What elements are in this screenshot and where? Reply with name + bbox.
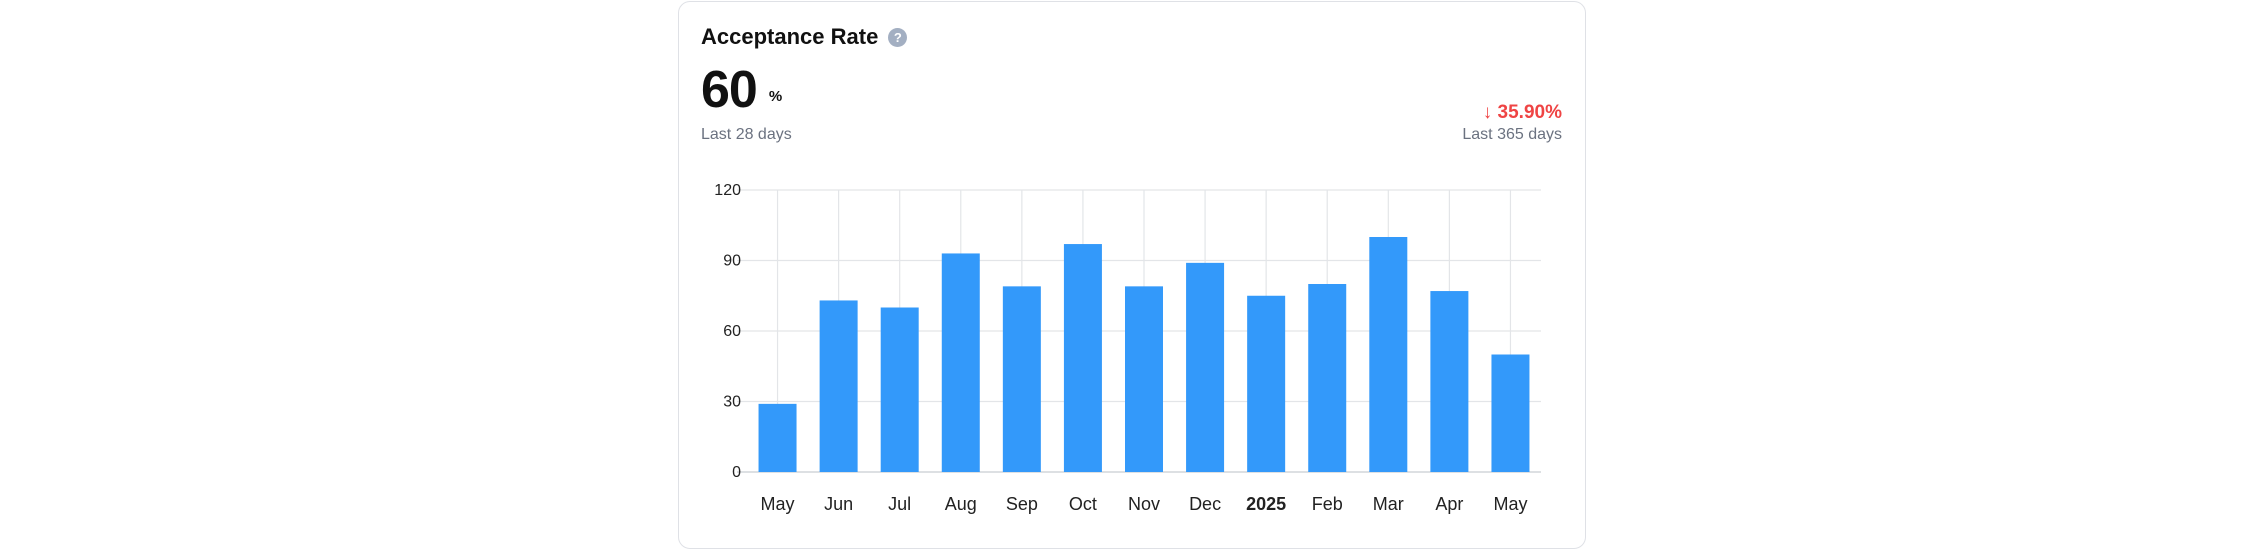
metric: 60 % [701,64,782,116]
card-header: Acceptance Rate ? [701,24,908,50]
x-tick-label: 2025 [1246,494,1286,514]
bar[interactable] [1308,284,1347,472]
x-tick-label: May [761,494,795,514]
change-period: Last 365 days [1462,126,1562,143]
y-tick-label: 90 [723,253,741,270]
y-tick-label: 60 [723,323,741,340]
arrow-down-icon: ↓ [1482,102,1493,123]
bar[interactable] [1430,291,1469,472]
bar[interactable] [1002,286,1041,472]
change-value: 35.90% [1497,102,1562,123]
bar[interactable] [1369,237,1408,472]
metric-unit: % [768,88,783,105]
x-tick-label: Nov [1128,494,1160,514]
acceptance-rate-card: Acceptance Rate ? 60 % Last 28 days ↓ 35… [678,1,1586,549]
x-tick-label: Aug [945,494,977,514]
bar-chart: 0 30 60 90 120 May Jun Jul Aug Sep Oct Nov Dec 2025 Fe… [714,182,1541,514]
question-circle-icon[interactable]: ? [888,27,908,47]
y-tick-label: 30 [723,394,741,411]
bar[interactable] [758,403,797,472]
x-tick-label: Sep [1006,494,1038,514]
x-tick-label: Jul [888,494,911,514]
x-tick-label: May [1493,494,1527,514]
metric-value: 60 [701,61,758,119]
y-tick-label: 0 [732,464,741,481]
x-tick-label: Mar [1373,494,1404,514]
chart-labels: 0 30 60 90 120 May Jun Jul Aug Sep Oct Nov Dec 2025 Fe… [714,182,1527,514]
x-tick-label: Oct [1069,494,1097,514]
x-tick-label: Feb [1312,494,1343,514]
card-title: Acceptance Rate [701,24,879,49]
bar[interactable] [1063,244,1102,472]
chart-bars [758,237,1530,473]
metric-period: Last 28 days [701,126,792,143]
x-tick-label: Jun [824,494,853,514]
bar[interactable] [1491,354,1530,473]
bar[interactable] [1247,295,1286,472]
y-tick-label: 120 [714,182,741,199]
bar[interactable] [819,300,858,472]
bar[interactable] [941,253,980,472]
change-indicator: ↓ 35.90% [1483,102,1562,124]
x-tick-label: Apr [1435,494,1463,514]
bar[interactable] [1125,286,1163,472]
bar[interactable] [880,307,919,473]
x-tick-label: Dec [1189,494,1221,514]
bar[interactable] [1186,262,1225,472]
